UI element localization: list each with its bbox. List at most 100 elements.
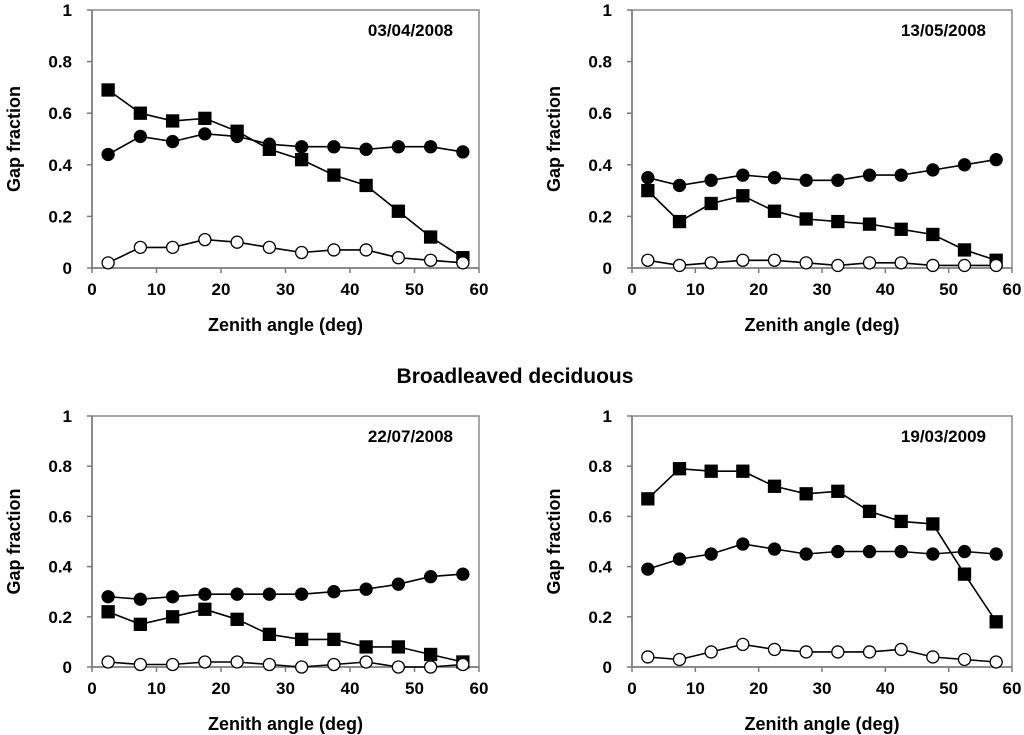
data-point-filled-square xyxy=(391,640,406,654)
data-point-filled-square xyxy=(101,83,115,97)
x-tick-label: 0 xyxy=(87,679,96,698)
x-tick-label: 0 xyxy=(627,280,636,299)
x-tick-label: 50 xyxy=(405,679,424,698)
data-point-filled-circle xyxy=(799,173,813,187)
y-tick-label: 0 xyxy=(63,259,72,278)
data-point-filled-square xyxy=(957,243,972,257)
data-point-filled-square xyxy=(165,610,180,624)
data-point-filled-square xyxy=(641,183,655,198)
data-point-filled-circle xyxy=(957,158,972,172)
data-point-filled-circle xyxy=(926,163,940,177)
data-point-filled-circle xyxy=(672,178,687,193)
data-point-open-circle xyxy=(101,256,115,270)
data-point-open-circle xyxy=(327,243,341,257)
data-point-open-circle xyxy=(736,253,750,267)
y-tick-label: 0.6 xyxy=(48,507,72,526)
data-point-filled-square xyxy=(831,484,845,498)
data-point-filled-square xyxy=(327,632,341,647)
data-point-filled-circle xyxy=(894,168,908,182)
y-tick-label: 0.4 xyxy=(588,156,612,175)
data-point-filled-square xyxy=(926,227,940,242)
y-axis-label: Gap fraction xyxy=(544,86,564,192)
x-tick-label: 30 xyxy=(276,280,295,299)
data-point-filled-square xyxy=(359,640,373,654)
data-point-filled-circle xyxy=(262,587,277,601)
data-point-filled-circle xyxy=(736,168,750,182)
x-tick-label: 10 xyxy=(147,679,166,698)
data-point-open-circle xyxy=(831,258,845,273)
x-tick-label: 60 xyxy=(1003,679,1022,698)
x-tick-label: 40 xyxy=(876,280,895,299)
data-point-filled-circle xyxy=(165,134,180,149)
y-tick-label: 0.6 xyxy=(48,104,72,123)
data-point-open-circle xyxy=(799,256,813,270)
data-point-open-circle xyxy=(957,652,972,667)
y-tick-label: 0.8 xyxy=(48,53,72,72)
data-point-filled-circle xyxy=(831,544,845,559)
data-point-filled-square xyxy=(391,204,406,218)
data-point-filled-circle xyxy=(359,142,373,156)
x-tick-label: 0 xyxy=(87,280,96,299)
data-point-filled-circle xyxy=(230,129,244,144)
data-point-filled-square xyxy=(133,106,148,120)
data-point-open-circle xyxy=(989,655,1003,669)
data-point-filled-circle xyxy=(736,537,750,551)
data-point-open-circle xyxy=(456,256,470,270)
data-point-filled-square xyxy=(133,617,148,631)
data-point-filled-circle xyxy=(894,544,908,559)
data-point-open-circle xyxy=(641,253,655,267)
x-tick-label: 60 xyxy=(470,280,489,299)
y-tick-label: 0 xyxy=(63,658,72,677)
date-label: 03/04/2008 xyxy=(368,21,453,40)
data-point-filled-circle xyxy=(101,147,115,162)
series-line-filled-square xyxy=(647,467,997,623)
date-label: 22/07/2008 xyxy=(368,427,453,446)
y-tick-label: 0.2 xyxy=(588,207,612,226)
data-point-filled-circle xyxy=(391,577,406,591)
data-point-open-circle xyxy=(894,256,908,270)
data-point-filled-square xyxy=(862,217,877,231)
data-point-filled-circle xyxy=(327,585,341,599)
y-tick-label: 0 xyxy=(603,259,612,278)
data-point-filled-circle xyxy=(641,171,655,185)
data-point-open-circle xyxy=(641,650,655,664)
y-axis-label: Gap fraction xyxy=(4,86,24,192)
x-tick-label: 60 xyxy=(470,679,489,698)
data-point-filled-square xyxy=(359,178,373,193)
data-point-open-circle xyxy=(926,258,940,273)
data-point-filled-circle xyxy=(294,587,309,601)
series-line-filled-square xyxy=(107,89,464,259)
y-tick-label: 0.2 xyxy=(48,207,72,226)
plot-frame xyxy=(631,9,1013,269)
data-point-open-circle xyxy=(198,655,212,669)
data-point-open-circle xyxy=(862,645,877,659)
x-tick-label: 20 xyxy=(749,679,768,698)
data-point-filled-square xyxy=(831,214,845,229)
x-tick-label: 60 xyxy=(1003,280,1022,299)
plot-frame xyxy=(631,415,1013,668)
y-tick-label: 1 xyxy=(603,1,612,20)
data-point-filled-square xyxy=(894,222,908,236)
data-point-filled-square xyxy=(294,632,309,647)
data-point-filled-square xyxy=(230,612,244,626)
data-point-filled-square xyxy=(165,114,180,128)
data-point-open-circle xyxy=(359,243,373,257)
x-tick-label: 40 xyxy=(341,280,360,299)
data-point-open-circle xyxy=(133,240,148,255)
data-point-filled-circle xyxy=(456,567,470,581)
x-tick-label: 30 xyxy=(276,679,295,698)
x-tick-label: 50 xyxy=(939,679,958,698)
data-point-open-circle xyxy=(831,645,845,659)
data-point-filled-circle xyxy=(359,582,373,596)
data-point-filled-circle xyxy=(926,547,940,561)
data-point-filled-circle xyxy=(957,544,972,559)
data-point-open-circle xyxy=(230,655,244,669)
data-point-filled-circle xyxy=(198,127,212,141)
data-point-filled-square xyxy=(294,152,309,167)
data-point-open-circle xyxy=(926,650,940,664)
data-point-filled-square xyxy=(672,462,687,476)
series-line-open-circle xyxy=(107,238,463,264)
series-line-filled-circle xyxy=(107,132,464,156)
data-point-filled-circle xyxy=(989,152,1003,167)
y-tick-label: 0.4 xyxy=(588,558,612,577)
